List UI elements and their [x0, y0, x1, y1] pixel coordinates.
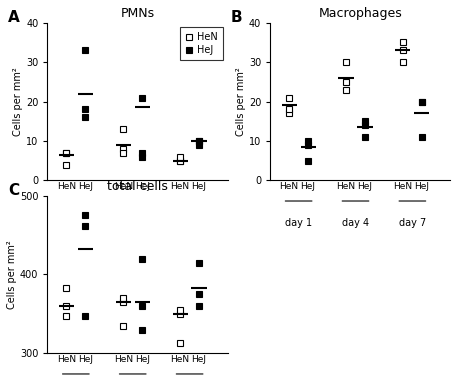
Text: day 7: day 7 — [399, 218, 426, 228]
Text: day 4: day 4 — [119, 218, 146, 228]
Text: day 1: day 1 — [285, 218, 312, 228]
Title: PMNs: PMNs — [120, 7, 155, 20]
Text: A: A — [8, 10, 19, 25]
Title: total cells: total cells — [107, 180, 168, 193]
Text: day 7: day 7 — [176, 218, 203, 228]
Y-axis label: Cells per mm²: Cells per mm² — [7, 240, 17, 309]
Title: Macrophages: Macrophages — [319, 7, 402, 20]
Y-axis label: Cells per mm²: Cells per mm² — [236, 67, 246, 136]
Legend: HeN, HeJ: HeN, HeJ — [180, 27, 223, 60]
Text: B: B — [230, 10, 242, 25]
Text: day 4: day 4 — [342, 218, 369, 228]
Text: day 1: day 1 — [62, 218, 90, 228]
Text: C: C — [8, 183, 19, 198]
Y-axis label: Cells per mm²: Cells per mm² — [13, 67, 23, 136]
